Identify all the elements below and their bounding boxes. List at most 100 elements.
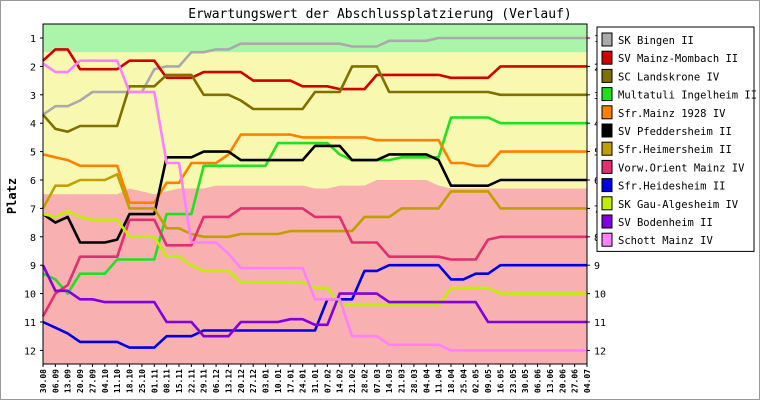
x-tick-label: 07.02 bbox=[323, 369, 332, 393]
x-tick-label: 10.01 bbox=[274, 369, 283, 393]
x-tick-label: 13.12 bbox=[224, 369, 233, 393]
x-tick-label: 13.09 bbox=[64, 369, 73, 393]
y-axis-label: Platz bbox=[5, 178, 19, 214]
x-tick-label: 27.09 bbox=[88, 369, 97, 393]
x-tick-label: 04.07 bbox=[583, 369, 592, 393]
x-tick-label: 24.01 bbox=[299, 369, 308, 393]
legend-swatch bbox=[601, 232, 613, 247]
legend-entry: Sfr.Mainz 1928 IV bbox=[618, 108, 726, 120]
legend-swatch bbox=[601, 141, 613, 156]
y-tick-label: 11 bbox=[24, 318, 36, 329]
y-tick-label: 8 bbox=[30, 233, 36, 244]
y-tick-label: 10 bbox=[594, 290, 606, 301]
legend-swatch bbox=[601, 123, 613, 138]
series-line-12 bbox=[42, 59, 587, 352]
x-tick-label: 04.10 bbox=[101, 369, 110, 393]
x-tick-label: 27.12 bbox=[249, 369, 258, 393]
x-tick-label: 13.06 bbox=[546, 369, 555, 393]
x-tick-label: 29.11 bbox=[200, 369, 209, 393]
y-tick-label: 9 bbox=[30, 261, 36, 272]
series-lines bbox=[41, 36, 587, 352]
x-tick-label: 08.11 bbox=[163, 369, 172, 393]
background-zones bbox=[43, 24, 587, 364]
x-tick-label: 20.12 bbox=[237, 369, 246, 393]
x-tick-label: 30.08 bbox=[39, 369, 48, 393]
x-tick-label: 21.02 bbox=[348, 369, 357, 393]
x-tick-label: 18.10 bbox=[126, 369, 135, 393]
legend-box bbox=[596, 26, 755, 252]
x-tick-labels: 30.08 06.09 13.09 20.09 27.09 04.10 11.10 18.10… bbox=[39, 369, 592, 393]
legend-swatch bbox=[601, 87, 613, 102]
x-tick-label: 14.02 bbox=[336, 369, 345, 393]
y-tick-label: 7 bbox=[30, 204, 36, 215]
series-line-4 bbox=[42, 116, 587, 295]
legend-entry: SV Mainz-Mombach II bbox=[618, 53, 738, 65]
chart-title: Erwartungswert der Abschlussplatzierung … bbox=[188, 7, 572, 22]
x-tick-label: 28.03 bbox=[410, 369, 419, 393]
legend-entry: SV Bodenheim II bbox=[618, 217, 713, 229]
x-tick-label: 06.12 bbox=[212, 369, 221, 393]
x-tick-label: 07.03 bbox=[373, 369, 382, 393]
x-tick-label: 28.02 bbox=[360, 369, 369, 393]
legend-entry: SV Pfeddersheim II bbox=[618, 126, 732, 138]
series-line-5 bbox=[42, 133, 587, 204]
y-tick-label: 9 bbox=[594, 261, 600, 272]
legend-swatch bbox=[601, 178, 613, 193]
y-tick-label: 12 bbox=[24, 346, 36, 357]
y-tick-label: 6 bbox=[30, 176, 36, 187]
legend-entry: Vorw.Orient Mainz IV bbox=[618, 162, 745, 174]
x-tick-label: 17.01 bbox=[286, 369, 295, 393]
x-tick-label: 18.04 bbox=[447, 369, 456, 393]
x-tick-label: 25.10 bbox=[138, 369, 147, 393]
y-tick-label: 12 bbox=[594, 346, 606, 357]
x-tick-label: 01.11 bbox=[150, 369, 159, 393]
x-tick-label: 22.11 bbox=[187, 369, 196, 393]
legend-swatch bbox=[601, 105, 613, 120]
series-line-2 bbox=[42, 48, 587, 91]
legend-entry: Sfr.Heimersheim II bbox=[618, 144, 732, 156]
series-line-7 bbox=[41, 173, 587, 239]
x-tick-label: 04.04 bbox=[422, 369, 431, 393]
legend: SK Bingen II SV Mainz-Mombach II SC Landsk… bbox=[596, 26, 757, 252]
y-tick-label: 5 bbox=[30, 148, 36, 159]
x-tick-label: 23.05 bbox=[509, 369, 518, 393]
x-tick-label: 21.03 bbox=[398, 369, 407, 393]
y-tick-label: 1 bbox=[30, 34, 36, 45]
series-line-3 bbox=[42, 65, 587, 133]
legend-entry: SC Landskrone IV bbox=[618, 71, 720, 83]
x-tick-label: 20.09 bbox=[76, 369, 85, 393]
x-tick-label: 14.03 bbox=[385, 369, 394, 393]
legend-entry: Schott Mainz IV bbox=[618, 235, 714, 247]
x-tick-label: 06.06 bbox=[534, 369, 543, 393]
series-line-9 bbox=[42, 263, 587, 349]
x-tick-label: 30.05 bbox=[521, 369, 530, 393]
legend-swatch bbox=[601, 32, 613, 47]
x-tick-label: 31.01 bbox=[311, 369, 320, 393]
x-tick-label: 02.05 bbox=[472, 369, 481, 393]
series-line-6 bbox=[42, 144, 587, 244]
legend-swatch bbox=[601, 68, 613, 83]
series-line-8 bbox=[41, 207, 587, 317]
x-tick-label: 27.06 bbox=[571, 369, 580, 393]
y-tick-label: 10 bbox=[24, 290, 36, 301]
x-tick-label: 11.10 bbox=[113, 369, 122, 393]
x-tick-label: 25.04 bbox=[459, 369, 468, 393]
y-tick-label: 4 bbox=[30, 119, 36, 130]
series-line-10 bbox=[42, 209, 587, 307]
legend-swatch bbox=[601, 50, 613, 65]
legend-entry: Sfr.Heidesheim II bbox=[618, 181, 725, 193]
y-tick-label: 11 bbox=[594, 318, 606, 329]
y-tick-label: 3 bbox=[30, 91, 36, 102]
legend-swatch bbox=[601, 196, 613, 211]
legend-entry: SK Gau-Algesheim IV bbox=[618, 199, 739, 211]
x-tick-label: 11.04 bbox=[435, 369, 444, 393]
legend-entry: Multatuli Ingelheim II bbox=[618, 90, 757, 102]
legend-swatch bbox=[601, 214, 613, 229]
series-line-11 bbox=[41, 264, 587, 338]
legend-entry: SK Bingen II bbox=[618, 35, 694, 47]
legend-swatch bbox=[601, 159, 613, 174]
x-tick-label: 20.06 bbox=[558, 369, 567, 393]
